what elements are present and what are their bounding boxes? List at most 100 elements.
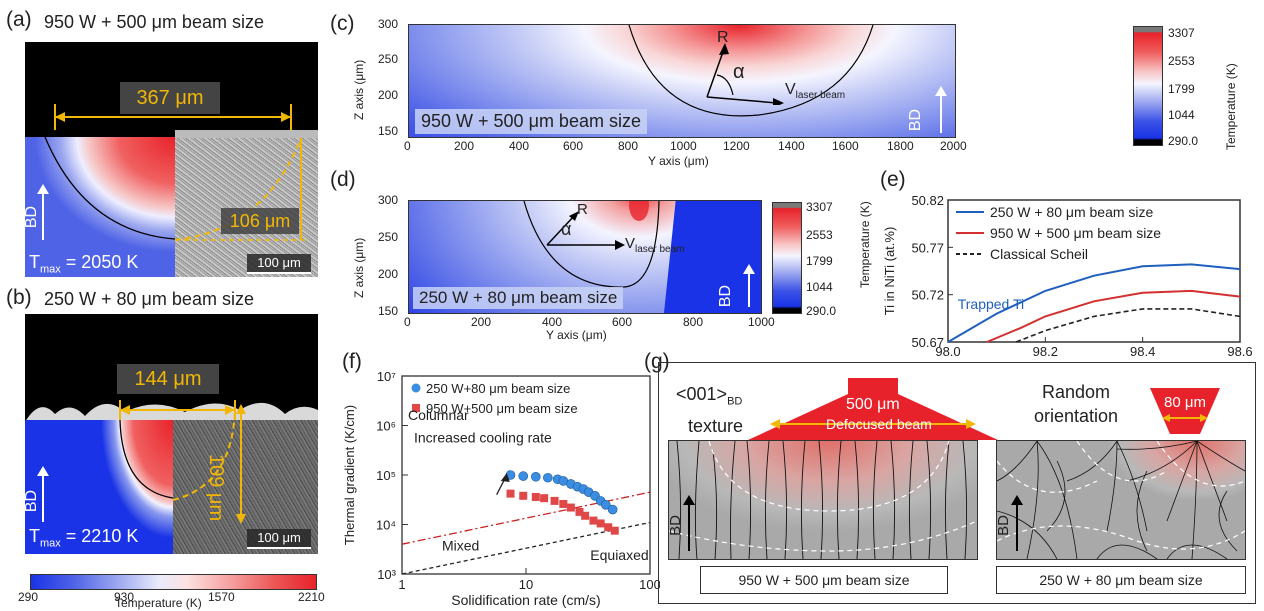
data-point-circle bbox=[518, 471, 529, 481]
panel-g-frame bbox=[658, 362, 1256, 604]
bd-arrow-icon bbox=[1011, 495, 1023, 551]
x-axis-label: Y axis (μm) bbox=[648, 154, 709, 168]
right-title: Random orientation bbox=[1033, 382, 1119, 426]
tmax-label: Tmax = 2050 K bbox=[29, 252, 139, 276]
panel-a: (a) 950 W + 500 μm beam size 367 μm 106 … bbox=[0, 0, 330, 282]
panel-e: (e) 50.82 50.77 50.72 50.67 98.0 98.2 98.4 98.6… bbox=[880, 168, 1264, 360]
vector-diagram bbox=[546, 211, 625, 250]
cbar-tick: 2553 bbox=[806, 228, 833, 242]
y-tick-label: 10⁴ bbox=[376, 518, 396, 533]
colorbar-tick: 1570 bbox=[208, 590, 235, 604]
panel-b-label: (b) bbox=[6, 286, 32, 309]
y-tick: 200 bbox=[378, 267, 399, 281]
series-line-1 bbox=[947, 263, 1241, 343]
x-tick: 800 bbox=[683, 315, 704, 329]
melt-pool-boundary bbox=[119, 420, 173, 499]
panel-c-colorbar bbox=[1133, 26, 1163, 146]
x-tick: 800 bbox=[618, 139, 639, 153]
bd-label: BD bbox=[907, 108, 925, 132]
cbar-tick: 290.0 bbox=[1168, 134, 1199, 148]
data-point-circle bbox=[531, 471, 541, 482]
data-point-circle bbox=[607, 504, 618, 515]
x-axis-label: Solidification rate (cm/s) bbox=[451, 592, 600, 608]
y-tick: 250 bbox=[378, 230, 399, 244]
panel-a-label: (a) bbox=[6, 8, 32, 31]
alpha-label: α bbox=[561, 219, 572, 239]
y-tick: 150 bbox=[378, 124, 399, 138]
y-tick-label: 50.82 bbox=[911, 193, 944, 208]
x-tick-label: 98.0 bbox=[935, 344, 960, 359]
x-tick: 600 bbox=[563, 139, 584, 153]
colorbar-tick: 2210 bbox=[298, 590, 325, 604]
panel-g-label: (g) bbox=[644, 350, 670, 373]
y-axis-label: Ti in NiTi (at.%) bbox=[882, 227, 897, 316]
panel-b-image: 144 μm 109 μm BD Tmax = 2210 K 100 μm bbox=[25, 314, 318, 554]
alpha-label: α bbox=[733, 61, 745, 83]
y-tick: 200 bbox=[378, 88, 399, 102]
data-point-square bbox=[575, 507, 584, 516]
y-axis-label: Thermal gradient (K/cm) bbox=[342, 405, 357, 545]
y-tick-label: 10⁷ bbox=[377, 369, 396, 384]
data-point-circle bbox=[543, 472, 553, 483]
series-line-2 bbox=[986, 289, 1241, 343]
x-tick: 400 bbox=[509, 139, 530, 153]
cbar-label: Temperature (K) bbox=[858, 201, 872, 288]
bd-label: BD bbox=[25, 489, 41, 513]
x-tick: 200 bbox=[454, 139, 475, 153]
bd-label: BD bbox=[717, 284, 735, 308]
melt-pool-outline-micrograph bbox=[173, 404, 246, 524]
legend-marker bbox=[412, 404, 420, 412]
y-tick: 300 bbox=[378, 193, 399, 207]
panel-e-label: (e) bbox=[880, 168, 906, 191]
panel-f-label: (f) bbox=[342, 350, 362, 373]
defocused-beam-shape bbox=[748, 378, 998, 440]
panel-c: (c) Z axis (μm) 300 250 200 150 950 W + … bbox=[330, 0, 1264, 175]
annotation-cooling: Increased cooling rate bbox=[414, 430, 552, 446]
r-vector-label: R bbox=[577, 201, 588, 218]
melt-pool-depth-label: 106 μm bbox=[221, 208, 299, 234]
data-point-square bbox=[604, 523, 613, 532]
colorbar-label: Temperature (K) bbox=[115, 596, 202, 610]
data-point-square bbox=[531, 492, 540, 501]
x-axis-label: Y axis (μm) bbox=[546, 328, 607, 342]
y-tick-label: 50.67 bbox=[911, 335, 944, 350]
y-tick-label: 10⁵ bbox=[376, 468, 396, 483]
bottom-colorbar: 290 930 1570 2210 bbox=[18, 574, 325, 611]
data-point-square bbox=[519, 491, 528, 500]
r-vector-label: R bbox=[717, 29, 729, 46]
series-line-3 bbox=[1015, 308, 1241, 343]
panel-b-title: 250 W + 80 μm beam size bbox=[44, 289, 254, 309]
data-point-square bbox=[566, 503, 575, 512]
data-point-circle bbox=[600, 500, 611, 510]
data-point-square bbox=[596, 519, 605, 528]
data-point-square bbox=[550, 496, 559, 505]
data-point-square bbox=[559, 499, 568, 508]
left-title: <001>BD texture bbox=[676, 384, 744, 436]
vector-diagram bbox=[706, 43, 784, 105]
data-point-square bbox=[540, 494, 549, 503]
y-axis-label: Z axis (μm) bbox=[352, 237, 366, 298]
data-point-square bbox=[589, 516, 598, 525]
left-beam-width: 500 μm bbox=[846, 396, 900, 413]
y-tick: 300 bbox=[378, 17, 399, 31]
panel-d: (d) Z axis (μm) 300 250 200 150 250 W + … bbox=[330, 168, 872, 353]
x-tick: 0 bbox=[404, 139, 411, 153]
bd-arrow-icon bbox=[935, 86, 947, 133]
bd-label: BD bbox=[25, 205, 41, 229]
scale-bar: 100 μm bbox=[247, 529, 311, 549]
x-tick: 1000 bbox=[748, 315, 775, 329]
panel-d-label: (d) bbox=[330, 168, 356, 191]
melt-pool-depth-label: 109 μm bbox=[205, 454, 227, 522]
x-tick-label: 98.6 bbox=[1227, 344, 1252, 359]
legend-marker bbox=[411, 383, 421, 393]
cooling-arrowhead bbox=[500, 473, 510, 482]
bd-arrow-icon bbox=[683, 495, 695, 551]
melt-pool-width-label: 144 μm bbox=[117, 364, 219, 394]
bd-label: BD bbox=[996, 515, 1012, 536]
data-point-square bbox=[581, 511, 590, 520]
micrograph bbox=[175, 137, 318, 277]
x-tick: 400 bbox=[542, 315, 563, 329]
colorbar-tick: 290 bbox=[18, 590, 39, 604]
panel-d-colorbar bbox=[772, 202, 802, 314]
temperature-field: 250 W + 80 μm beam size R α Vlaser beam … bbox=[408, 200, 762, 314]
